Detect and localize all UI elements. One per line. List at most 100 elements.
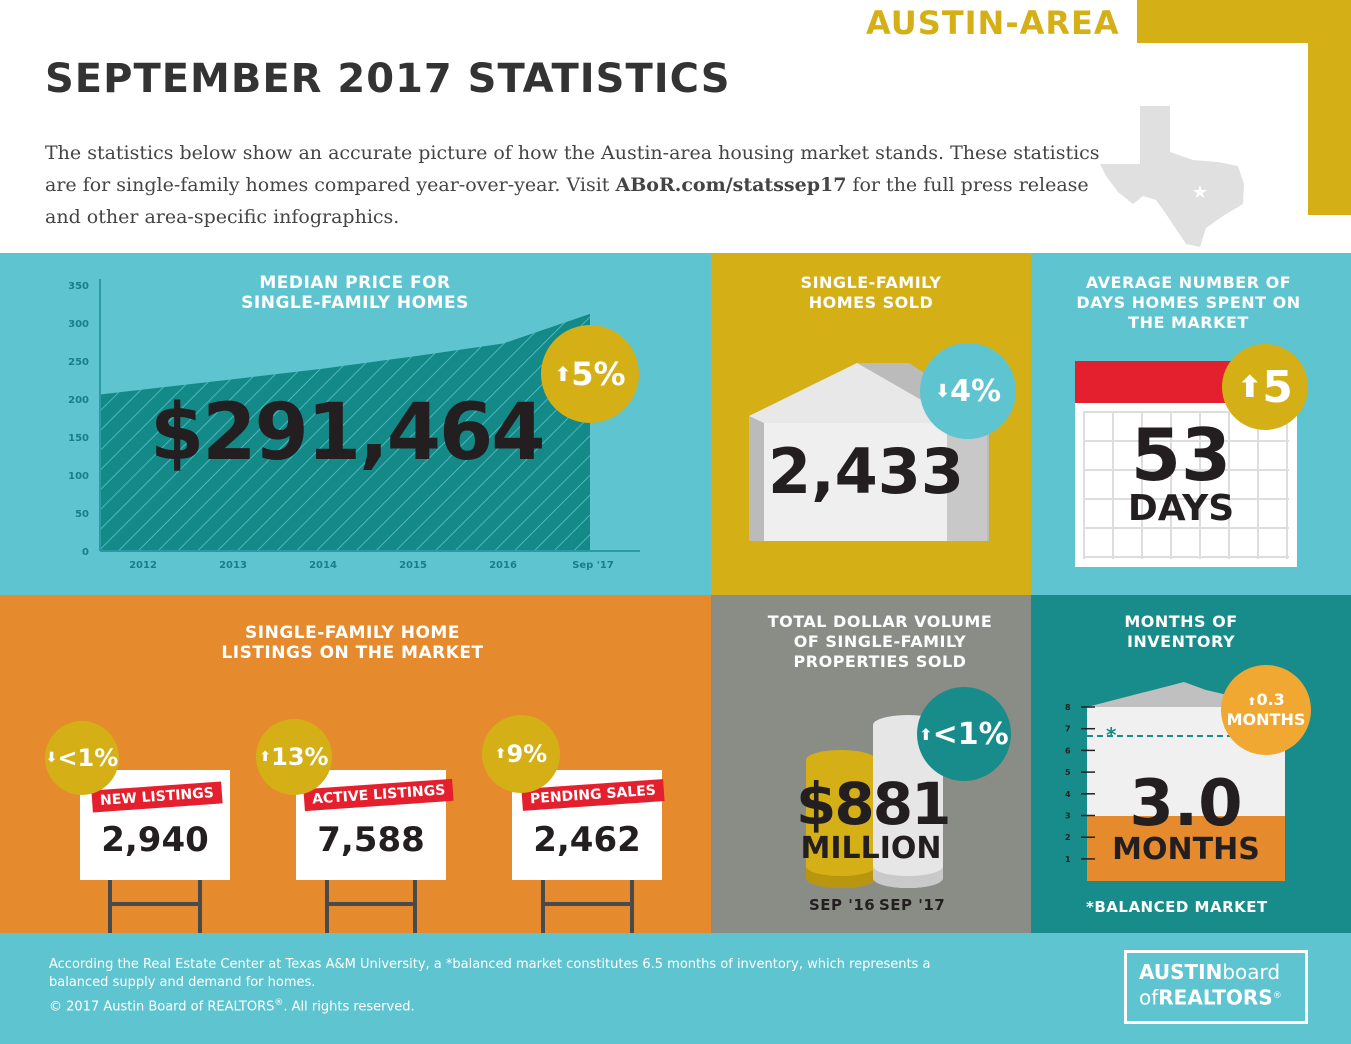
days-change-badge: ⬆ 5 (1222, 344, 1308, 430)
median-price-chart: 0 50 100 150 200 250 300 350 2012 2013 2014 2015 201… (68, 279, 640, 571)
logo-of: of (1139, 985, 1159, 1010)
median-price-change: 5% (571, 355, 626, 393)
y-tick-label: 200 (68, 395, 89, 406)
days-title: AVERAGE NUMBER OF DAYS HOMES SPENT ON TH… (1031, 273, 1346, 333)
inventory-change-value-row: ⬆0.3 (1247, 691, 1285, 711)
logo-board: board (1222, 960, 1281, 984)
arrow-up-icon: ⬆ (1247, 695, 1257, 708)
median-price-panel: MEDIAN PRICE FOR SINGLE-FAMILY HOMES 0 50… (0, 253, 711, 595)
listings-panel: SINGLE-FAMILY HOME LISTINGS ON THE MARKE… (0, 595, 711, 933)
inventory-panel: MONTHS OF INVENTORY 8 7 6 5 4 3 2 1 * 3.0 MONTH… (1031, 595, 1351, 933)
sign-bar (108, 902, 202, 906)
region-label: AUSTIN-AREA (866, 4, 1120, 42)
inventory-value: 3.0 (1129, 767, 1243, 841)
x-tick-label: Sep '17 (572, 560, 614, 571)
days-value: 53 (1130, 413, 1232, 497)
arrow-up-icon: ⬆ (919, 724, 933, 744)
copyright-rights: . All rights reserved. (283, 999, 415, 1015)
days-title-3: THE MARKET (1128, 313, 1249, 332)
days-change: 5 (1262, 361, 1293, 413)
sign-bar (541, 902, 634, 906)
intro-text: The statistics below show an accurate pi… (45, 137, 1105, 233)
active-listings-label: ACTIVE LISTINGS (303, 778, 454, 812)
arrow-up-icon: ⬆ (1237, 369, 1263, 405)
homes-sold-title-2: HOMES SOLD (808, 293, 934, 312)
page-title: SEPTEMBER 2017 STATISTICS (45, 56, 731, 102)
dollar-volume-title-3: PROPERTIES SOLD (793, 652, 967, 671)
coin-stack-sep16 (806, 750, 876, 888)
inventory-change-value: 0.3 (1256, 690, 1285, 709)
intro-link[interactable]: ABoR.com/statssep17 (615, 174, 847, 196)
dollar-volume-change: <1% (932, 716, 1009, 752)
y-tick-label: 300 (68, 319, 89, 330)
x-tick-label: 2014 (309, 560, 337, 571)
active-listings-value: 7,588 (317, 820, 425, 860)
footer-note-2: balanced supply and demand for homes. (49, 975, 316, 990)
logo-line-1: AUSTINboard (1139, 961, 1293, 985)
inventory-title-1: MONTHS OF (1124, 612, 1238, 631)
label-sep16: SEP '16 (809, 896, 876, 914)
balanced-market-note: *BALANCED MARKET (1086, 898, 1268, 916)
sign-board: ACTIVE LISTINGS 7,588 (296, 770, 454, 880)
dollar-volume-title: TOTAL DOLLAR VOLUME OF SINGLE-FAMILY PRO… (711, 612, 1031, 672)
median-price-title: MEDIAN PRICE FOR SINGLE-FAMILY HOMES (200, 273, 510, 313)
dollar-volume-value: $881 (796, 770, 951, 838)
scale-label: 8 (1065, 703, 1071, 712)
median-price-title-2: SINGLE-FAMILY HOMES (241, 293, 469, 313)
new-listings-change-badge: ⬇ <1% (45, 721, 119, 795)
intro-text-2b: for the full press release (846, 174, 1089, 196)
y-tick-label: 150 (68, 433, 89, 444)
arrow-down-icon: ⬇ (45, 750, 58, 766)
y-tick-label: 350 (68, 281, 89, 292)
svg-text:★: ★ (1192, 182, 1208, 203)
days-on-market-panel: AVERAGE NUMBER OF DAYS HOMES SPENT ON TH… (1031, 253, 1351, 595)
texas-map-icon: ★ (1100, 106, 1244, 247)
intro-line-3: and other area-specific infographics. (45, 206, 400, 228)
pending-sales-value: 2,462 (533, 820, 641, 860)
inventory-unit: MONTHS (1112, 832, 1260, 867)
homes-sold-change: 4% (950, 373, 1002, 409)
arrow-up-icon: ⬆ (554, 362, 572, 386)
dollar-volume-title-1: TOTAL DOLLAR VOLUME (767, 612, 993, 631)
listings-title: SINGLE-FAMILY HOME LISTINGS ON THE MARKE… (200, 623, 505, 663)
median-price-change-badge: ⬆ 5% (541, 325, 639, 423)
logo-realtors: REALTORS (1158, 985, 1273, 1010)
intro-line-1: The statistics below show an accurate pi… (45, 142, 1100, 164)
median-price-title-1: MEDIAN PRICE FOR (259, 273, 451, 293)
new-listings-label: NEW LISTINGS (91, 781, 223, 813)
scale-label: 2 (1065, 833, 1071, 842)
scale-label: 1 (1065, 855, 1071, 864)
x-tick-label: 2013 (219, 560, 247, 571)
arrow-down-icon: ⬇ (934, 380, 951, 402)
copyright-reg: ® (274, 998, 284, 1008)
logo-line-2: ofREALTORS® (1139, 985, 1293, 1010)
median-price-value: $291,464 (150, 388, 546, 478)
homes-sold-value: 2,433 (767, 435, 965, 508)
intro-line-2: are for single-family homes compared yea… (45, 169, 1105, 201)
inventory-title-2: INVENTORY (1126, 632, 1236, 651)
footer: According the Real Estate Center at Texa… (0, 933, 1351, 1044)
active-listings-change: 13% (271, 743, 329, 771)
footer-note: According the Real Estate Center at Texa… (49, 956, 949, 992)
dollar-volume-panel: TOTAL DOLLAR VOLUME OF SINGLE-FAMILY PRO… (711, 595, 1031, 933)
days-unit: DAYS (1127, 488, 1235, 529)
balanced-marker: * (1106, 723, 1117, 747)
homes-sold-title: SINGLE-FAMILY HOMES SOLD (711, 273, 1031, 313)
dollar-volume-unit: MILLION (800, 831, 942, 866)
abor-logo[interactable]: AUSTINboard ofREALTORS® (1124, 950, 1308, 1024)
homes-sold-change-badge: ⬇ 4% (920, 343, 1016, 439)
sign-bar (325, 902, 417, 906)
logo-reg: ® (1272, 991, 1282, 1001)
area-series (100, 313, 590, 551)
logo-austin: AUSTIN (1139, 960, 1223, 984)
pending-sales-change-badge: ⬆ 9% (482, 715, 560, 793)
y-tick-label: 100 (68, 471, 89, 482)
scale-label: 5 (1065, 768, 1071, 777)
pending-sales-change: 9% (506, 740, 548, 768)
gold-frame-side (1308, 0, 1351, 215)
inventory-change-badge: ⬆0.3 MONTHS (1221, 665, 1311, 755)
new-listings-change: <1% (57, 744, 119, 772)
x-tick-label: 2016 (489, 560, 517, 571)
intro-text-2a: are for single-family homes compared yea… (45, 174, 616, 196)
x-tick-label: 2015 (399, 560, 427, 571)
